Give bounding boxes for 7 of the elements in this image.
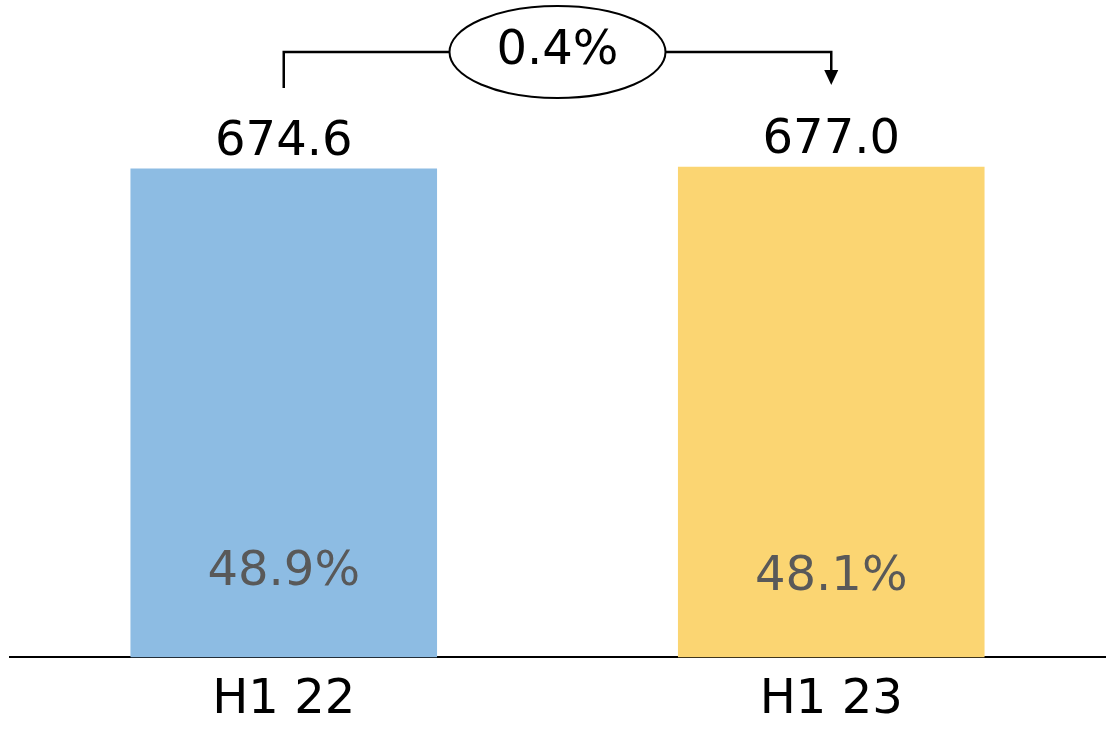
text: 0.4% [496, 19, 619, 76]
data-label: 677.0 [762, 108, 900, 165]
annotation: 48.1% [755, 544, 908, 601]
x-tick-label: H1 23 [759, 667, 903, 724]
annotation: 48.9% [207, 539, 360, 596]
x-tick-label: H1 22 [212, 667, 356, 724]
data-label: 674.6 [215, 109, 353, 166]
